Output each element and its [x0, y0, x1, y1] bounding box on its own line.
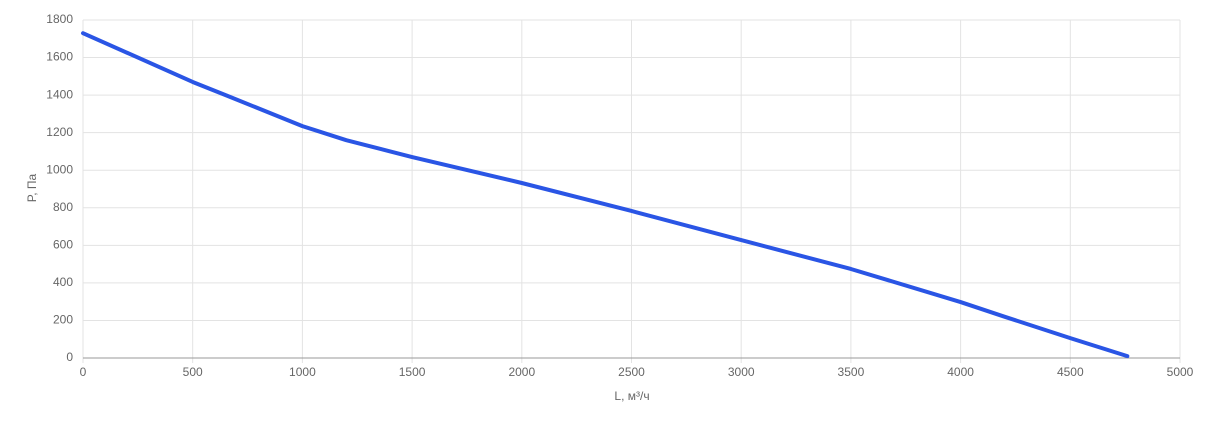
y-tick-label: 600: [53, 238, 73, 252]
x-tick-label: 3000: [728, 365, 755, 379]
y-tick-label: 1600: [46, 50, 73, 64]
x-tick-label: 2000: [508, 365, 535, 379]
y-tick-label: 1000: [46, 162, 73, 176]
x-tick-label: 4500: [1057, 365, 1084, 379]
y-tick-label: 1200: [46, 125, 73, 139]
y-tick-label: 0: [66, 350, 73, 364]
y-tick-label: 400: [53, 275, 73, 289]
x-tick-label: 0: [80, 365, 87, 379]
x-tick-label: 5000: [1167, 365, 1194, 379]
y-tick-label: 1400: [46, 87, 73, 101]
y-tick-label: 200: [53, 313, 73, 327]
x-tick-label: 500: [183, 365, 203, 379]
x-tick-label: 4000: [947, 365, 974, 379]
x-tick-label: 1500: [399, 365, 426, 379]
y-tick-label: 800: [53, 200, 73, 214]
x-tick-label: 1000: [289, 365, 316, 379]
data-line: [81, 31, 1130, 359]
y-tick-label: 1800: [46, 12, 73, 26]
y-axis-label: P, Па: [25, 173, 39, 202]
x-tick-label: 2500: [618, 365, 645, 379]
x-axis-label: L, м³/ч: [614, 389, 649, 403]
x-tick-label: 3500: [838, 365, 865, 379]
